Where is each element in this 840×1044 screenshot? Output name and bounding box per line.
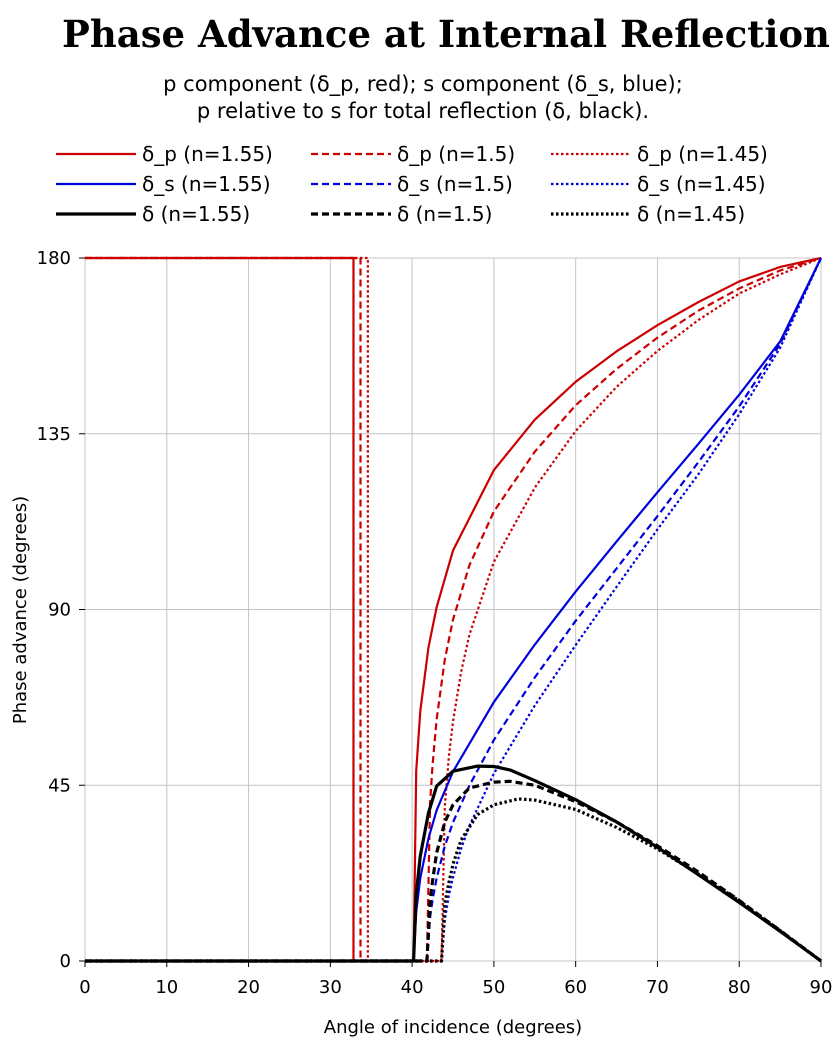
y-tick-label-3: 135 [37,424,71,445]
x-tick-label-7: 70 [646,977,669,998]
series-line-5 [85,257,823,963]
legend-label-7: δ (n=1.5) [397,202,492,226]
x-tick-label-3: 30 [319,977,342,998]
x-tick-label-6: 60 [564,977,587,998]
x-tick-label-1: 10 [155,977,178,998]
y-axis-label: Phase advance (degrees) [10,496,31,724]
y-tick-label-0: 0 [60,951,71,972]
legend-label-3: δ_s (n=1.55) [142,172,271,196]
series-line-4 [85,257,822,963]
x-tick-label-4: 40 [401,977,424,998]
chart-subtitle-line-1: p component (δ_p, red); s component (δ_s… [163,72,683,97]
series-layer [85,256,823,963]
legend-label-6: δ (n=1.55) [142,202,250,226]
series-line-2 [85,256,822,963]
chart-subtitle-line-2: p relative to s for total reflection (δ,… [197,99,649,123]
y-tick-label-1: 45 [48,775,71,796]
y-tick-label-2: 90 [48,600,71,621]
x-tick-label-8: 80 [728,977,751,998]
x-tick-label-2: 20 [237,977,260,998]
x-tick-label-0: 0 [79,977,90,998]
legend-label-8: δ (n=1.45) [637,202,745,226]
legend-label-5: δ_s (n=1.45) [637,172,766,196]
legend-label-4: δ_s (n=1.5) [397,172,513,196]
legend-label-2: δ_p (n=1.45) [637,142,768,166]
y-tick-label-4: 180 [37,248,71,269]
legend-label-0: δ_p (n=1.55) [142,142,273,166]
chart-legend: δ_p (n=1.55) δ_p (n=1.5) δ_p (n=1.45) δ_s (… [56,142,768,226]
series-line-7 [85,779,822,963]
axis-ticks: 0 10 20 30 40 50 60 70 80 90 0 45 90 135 180 [37,248,833,998]
series-line-1 [85,256,822,963]
series-line-3 [85,257,822,963]
x-tick-label-9: 90 [810,977,833,998]
legend-label-1: δ_p (n=1.5) [397,142,515,166]
x-axis-label: Angle of incidence (degrees) [324,1017,582,1038]
x-tick-label-5: 50 [482,977,505,998]
grid-lines [84,257,822,962]
chart-title: Phase Advance at Internal Reflection [62,12,830,56]
